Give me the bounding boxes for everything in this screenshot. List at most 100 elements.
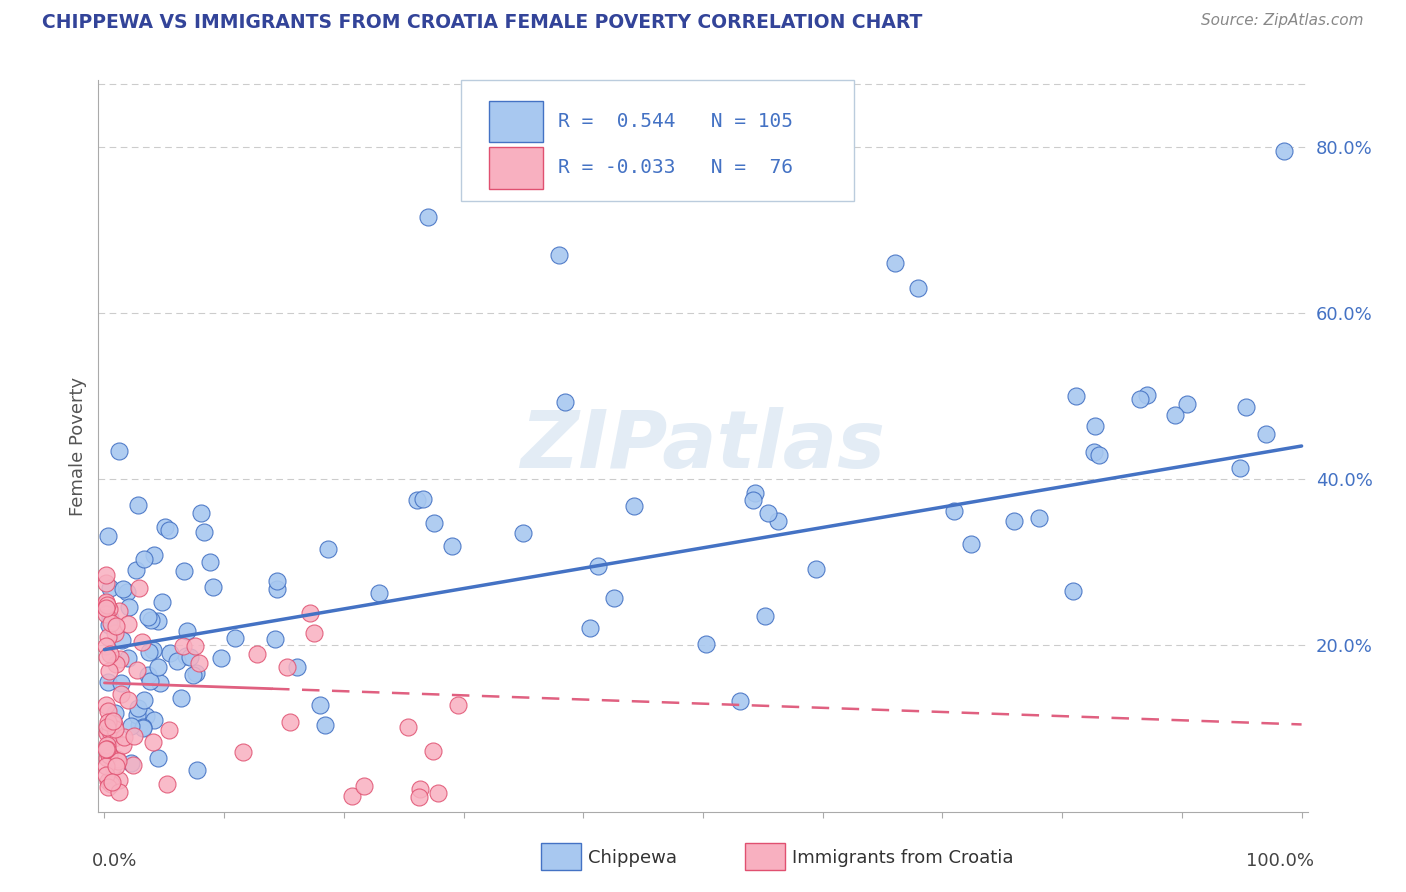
Point (146, 751, 169, 765)
Point (190, 507, 212, 521)
Point (128, 581, 150, 595)
Point (112, 730, 135, 744)
Point (184, 640, 207, 654)
Point (263, 632, 285, 646)
Point (97, 705, 120, 719)
Point (96, 715, 118, 730)
Point (97, 745, 120, 759)
Point (96, 725, 118, 739)
Point (1087, 448, 1109, 462)
Point (157, 723, 180, 738)
Point (97, 780, 120, 794)
Point (1129, 392, 1152, 406)
Point (142, 642, 165, 657)
FancyBboxPatch shape (461, 80, 855, 201)
Point (105, 759, 128, 773)
Point (98, 664, 121, 678)
Point (1254, 427, 1277, 442)
Point (135, 709, 157, 723)
Text: R = -0.033   N =  76: R = -0.033 N = 76 (558, 158, 793, 177)
Point (98, 724, 121, 739)
Point (104, 657, 127, 672)
Point (94, 759, 117, 773)
Point (422, 744, 444, 758)
Point (409, 781, 432, 796)
Point (97, 774, 120, 789)
Point (104, 706, 127, 720)
Point (103, 714, 125, 728)
Point (170, 691, 193, 706)
Point (416, 211, 439, 225)
Text: R =  0.544   N = 105: R = 0.544 N = 105 (558, 112, 793, 131)
Point (125, 563, 148, 577)
Point (107, 755, 129, 769)
Point (883, 256, 905, 270)
Point (150, 594, 173, 608)
Point (108, 772, 131, 787)
Point (118, 600, 141, 615)
Point (1064, 389, 1087, 403)
Point (94, 640, 117, 654)
Point (112, 582, 135, 596)
Point (136, 667, 159, 681)
Point (97, 602, 120, 616)
Point (441, 539, 464, 553)
Point (187, 657, 209, 671)
Point (96, 650, 118, 665)
Point (426, 786, 449, 800)
Point (695, 637, 717, 651)
Point (127, 498, 149, 512)
Point (406, 493, 429, 508)
Point (132, 721, 155, 735)
Point (744, 486, 766, 500)
Point (131, 635, 153, 649)
Point (110, 675, 132, 690)
Point (112, 738, 135, 752)
Point (756, 507, 779, 521)
Point (166, 654, 188, 668)
Point (179, 650, 201, 665)
Point (107, 604, 129, 618)
Point (202, 580, 225, 594)
Point (408, 790, 430, 805)
Point (447, 698, 470, 712)
Point (728, 693, 751, 707)
Point (98, 581, 121, 595)
Point (103, 759, 125, 773)
Point (157, 524, 180, 538)
Point (139, 614, 162, 628)
Point (94, 768, 117, 782)
Point (117, 617, 139, 632)
Point (103, 717, 125, 731)
Text: Immigrants from Croatia: Immigrants from Croatia (792, 849, 1014, 867)
Point (110, 652, 132, 666)
Point (548, 248, 571, 262)
Point (578, 621, 600, 635)
Text: 100.0%: 100.0% (1246, 852, 1313, 870)
Point (155, 520, 177, 534)
Point (367, 586, 389, 600)
Point (98, 611, 121, 625)
Point (174, 648, 197, 663)
Point (111, 632, 134, 647)
Point (138, 645, 160, 659)
Point (132, 551, 155, 566)
Point (316, 541, 339, 556)
Point (107, 444, 129, 458)
Point (1175, 397, 1198, 411)
Point (96, 720, 118, 734)
Point (138, 673, 160, 688)
Point (176, 624, 198, 638)
Point (1084, 419, 1107, 434)
Point (184, 665, 207, 680)
Point (1028, 511, 1050, 525)
Point (96, 739, 118, 753)
Point (97, 675, 120, 690)
Text: 0.0%: 0.0% (93, 852, 138, 870)
Point (96, 750, 118, 764)
Point (224, 631, 246, 645)
Point (97, 630, 120, 644)
Point (94, 576, 117, 591)
FancyBboxPatch shape (489, 101, 543, 143)
Point (98, 618, 121, 632)
